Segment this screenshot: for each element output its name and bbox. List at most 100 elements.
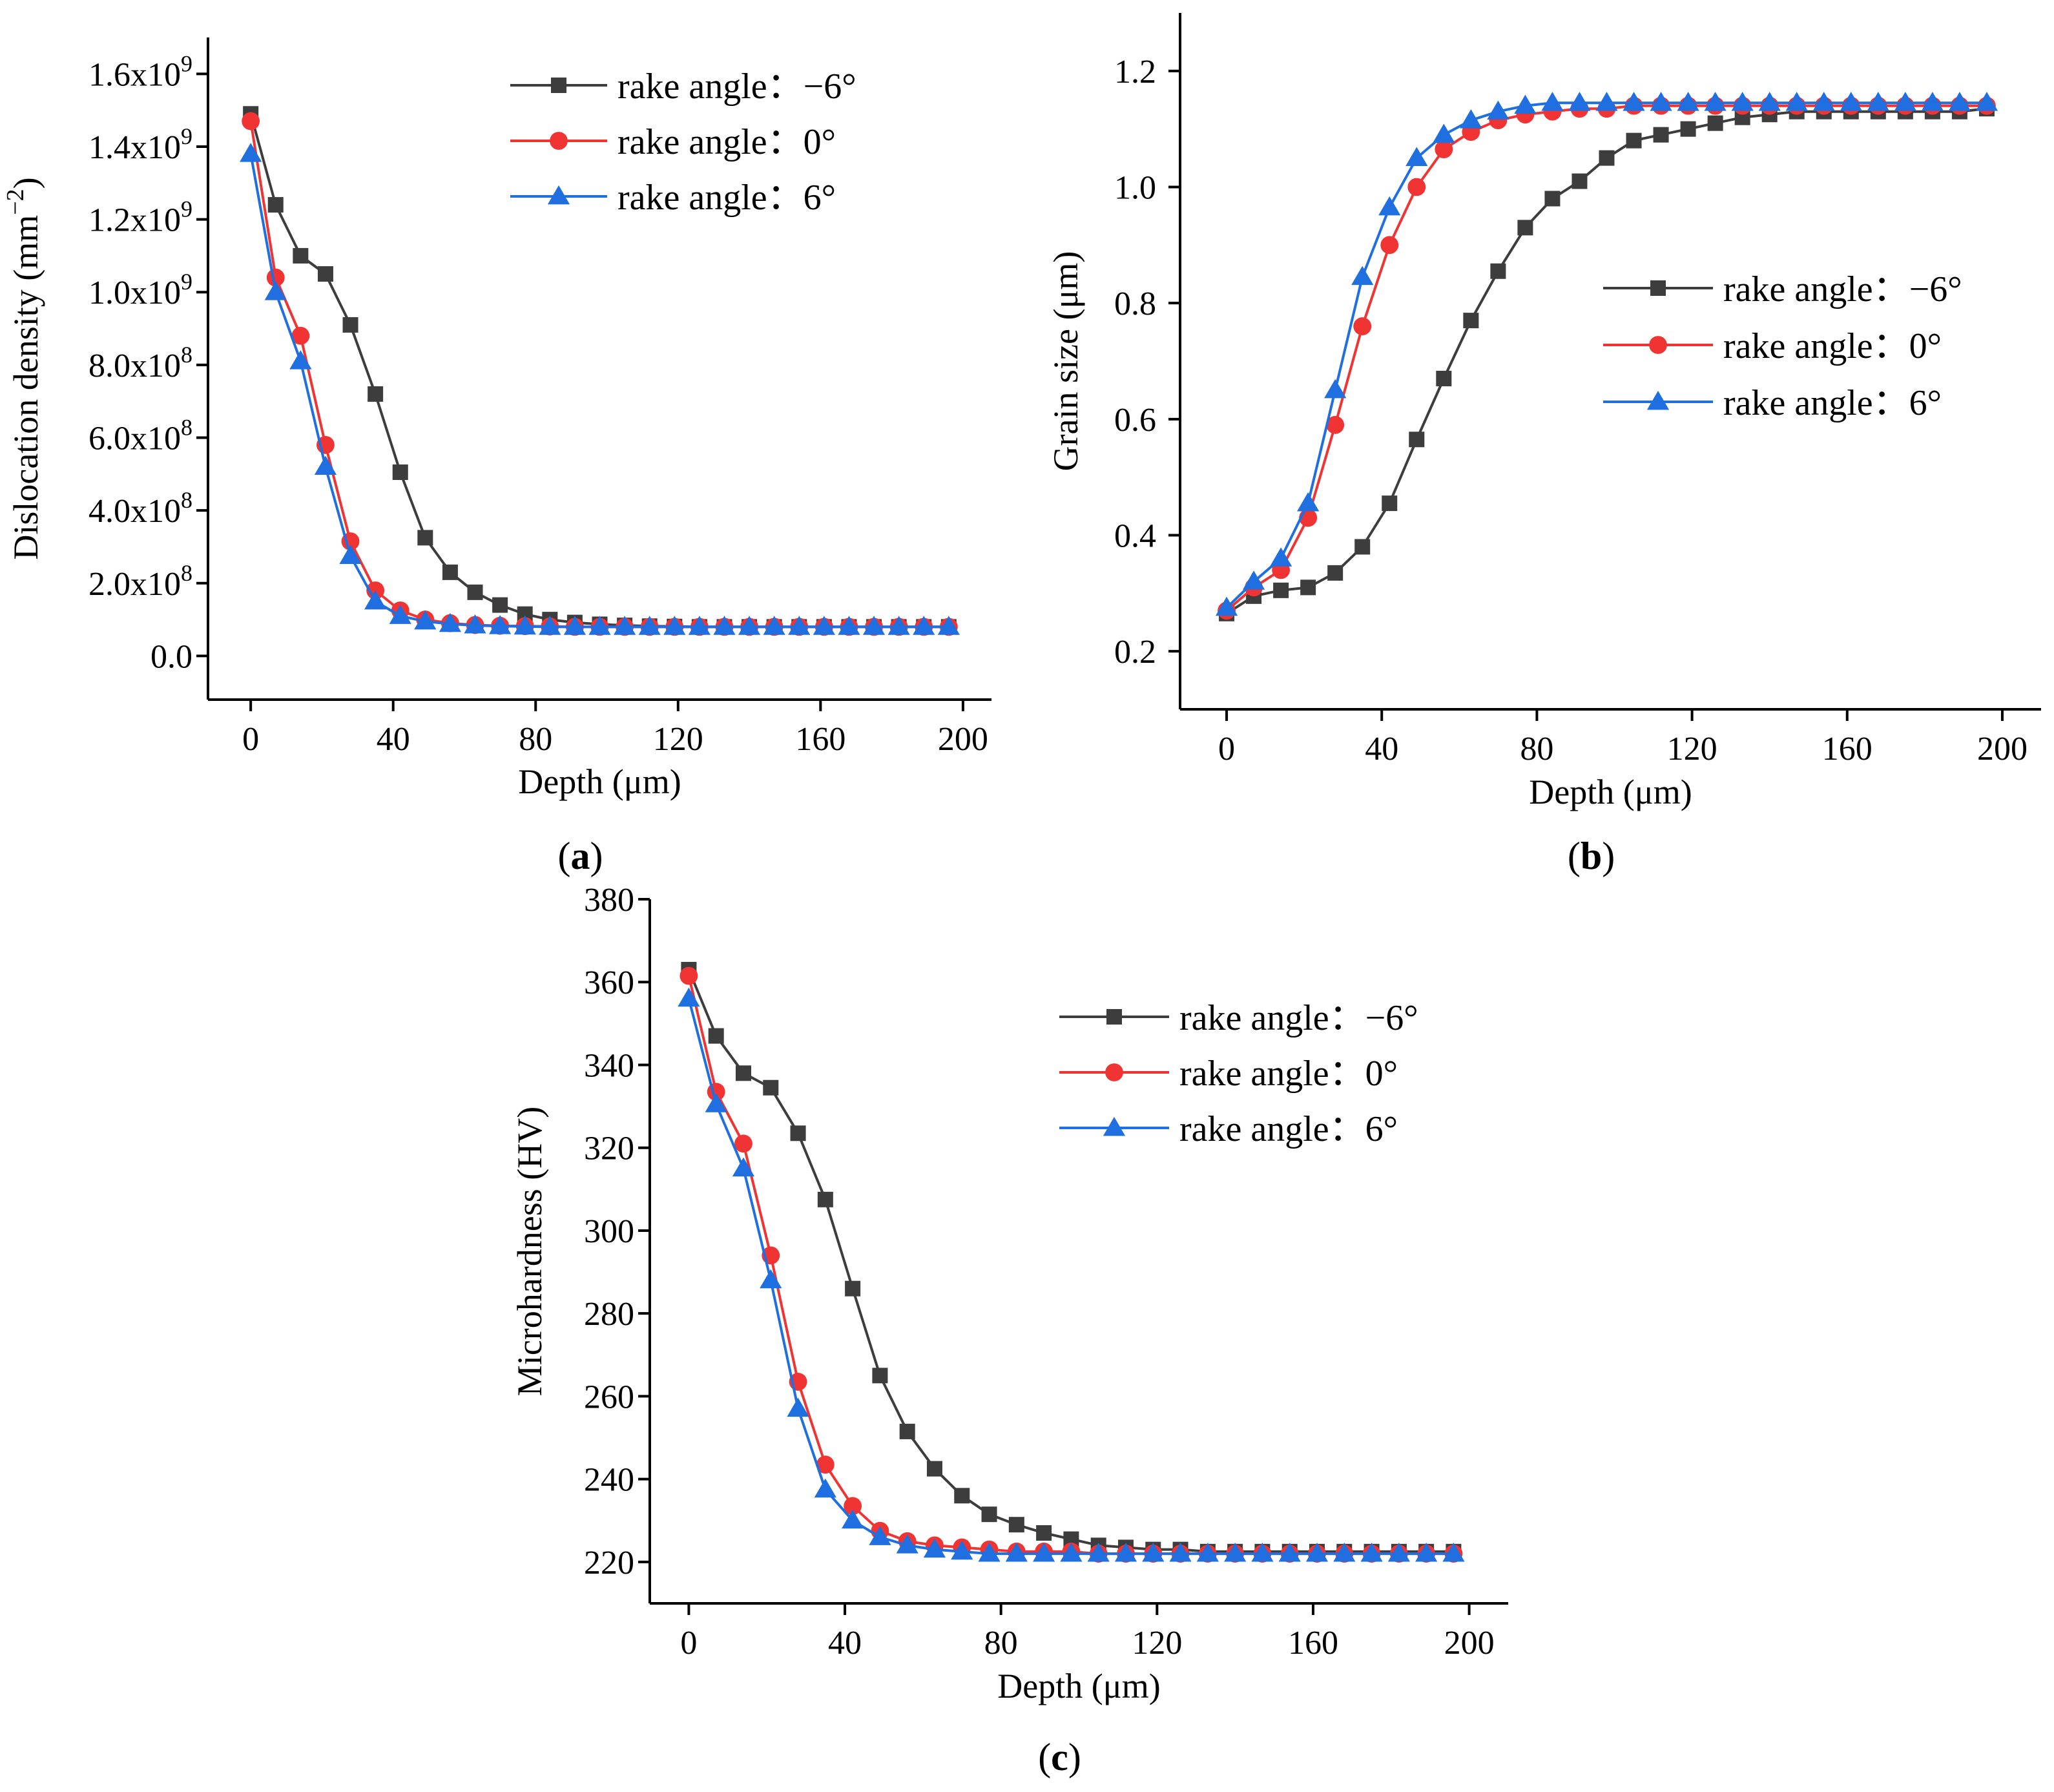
data-point xyxy=(638,616,661,635)
data-point xyxy=(1599,150,1615,166)
data-point xyxy=(1487,100,1509,120)
data-point xyxy=(1436,370,1452,386)
data-point xyxy=(467,584,483,600)
x-tick-label: 0 xyxy=(242,721,259,758)
y-tick-label: 360 xyxy=(584,964,634,1001)
data-point xyxy=(1785,92,1808,111)
data-point xyxy=(845,1280,861,1297)
data-point xyxy=(1324,379,1347,399)
data-point xyxy=(708,1028,724,1044)
data-point xyxy=(926,1461,942,1477)
legend-marker xyxy=(547,185,570,205)
data-point xyxy=(981,1506,997,1523)
panel-label: (c) xyxy=(1038,1736,1081,1778)
data-point xyxy=(392,464,408,481)
data-point xyxy=(539,616,561,635)
y-tick-label: 260 xyxy=(584,1379,634,1415)
data-point xyxy=(732,1157,755,1177)
y-tick-label: 0.4 xyxy=(1114,518,1156,555)
series-pos6 xyxy=(678,987,1465,1562)
data-point xyxy=(734,1134,752,1153)
data-point xyxy=(1415,1542,1438,1562)
panel-a-chart: 0 40 80 120 160 200 0.0 2.0x108 4.0x108 6.0x108 8.… xyxy=(2,37,991,877)
data-point xyxy=(663,616,686,635)
data-point xyxy=(368,386,384,402)
data-point xyxy=(289,350,312,370)
data-point xyxy=(414,610,437,630)
data-point xyxy=(951,1540,973,1560)
series-neg6 xyxy=(1219,101,1995,621)
data-point xyxy=(342,317,358,333)
data-point xyxy=(1087,1542,1110,1562)
x-tick-label: 160 xyxy=(795,721,845,758)
data-point xyxy=(1114,1542,1137,1562)
data-point xyxy=(1948,92,1971,111)
data-point xyxy=(1460,109,1482,129)
x-tick-label: 80 xyxy=(1520,731,1553,767)
data-point xyxy=(896,1534,918,1554)
y-axis-label: Grain size (μm) xyxy=(1046,251,1085,472)
data-point xyxy=(1270,547,1292,567)
legend-marker xyxy=(1106,1009,1122,1025)
data-point xyxy=(1650,92,1672,111)
data-point xyxy=(1169,1542,1192,1562)
data-point xyxy=(1840,92,1862,111)
data-point xyxy=(790,1125,806,1141)
data-point xyxy=(389,605,411,624)
data-point xyxy=(1463,313,1479,329)
data-point xyxy=(1568,92,1591,111)
data-point xyxy=(1921,92,1944,111)
data-point xyxy=(1680,121,1696,137)
data-point xyxy=(1196,1542,1219,1562)
x-tick-label: 200 xyxy=(938,721,988,758)
data-point xyxy=(1442,1542,1465,1562)
data-point xyxy=(1060,1542,1083,1562)
data-point xyxy=(869,1526,891,1545)
data-point xyxy=(1626,132,1642,149)
x-tick-label: 200 xyxy=(1444,1625,1495,1662)
data-point xyxy=(613,616,636,635)
data-point xyxy=(679,966,698,985)
x-tick-label: 0 xyxy=(1218,731,1235,767)
y-tick-label: 1.0 xyxy=(1114,170,1156,207)
data-point xyxy=(1273,582,1289,598)
legend-label: rake angle：−6° xyxy=(1723,269,1962,309)
data-point xyxy=(978,1542,1001,1562)
x-tick-label: 160 xyxy=(1822,731,1872,767)
y-axis-label: Dislocation density (mm−2) xyxy=(2,177,45,559)
data-point xyxy=(688,616,711,635)
data-point xyxy=(713,616,736,635)
data-point xyxy=(1300,579,1316,596)
data-point xyxy=(816,1455,835,1474)
data-point xyxy=(899,1423,915,1439)
legend-marker xyxy=(550,132,568,150)
data-point xyxy=(1360,1542,1383,1562)
data-point xyxy=(1382,495,1398,512)
y-tick-label: 380 xyxy=(584,882,634,919)
data-point xyxy=(1409,432,1425,448)
data-point xyxy=(1407,178,1426,196)
data-point xyxy=(735,1065,751,1081)
data-point xyxy=(1544,191,1561,207)
y-tick-label: 1.4x109 xyxy=(88,123,192,166)
data-point xyxy=(242,112,260,130)
data-point xyxy=(1333,1542,1356,1562)
data-point xyxy=(817,1191,833,1207)
data-point xyxy=(588,616,611,635)
data-point xyxy=(1704,92,1727,111)
legend-label: rake angle：0° xyxy=(1179,1054,1398,1094)
data-point xyxy=(1354,539,1371,555)
y-tick-label: 280 xyxy=(584,1296,634,1333)
legend-marker xyxy=(1646,390,1670,410)
data-point xyxy=(339,545,362,564)
data-point xyxy=(844,1497,862,1516)
data-point xyxy=(1380,236,1399,255)
data-point xyxy=(1731,92,1754,111)
data-point xyxy=(464,614,486,634)
data-point xyxy=(913,616,935,635)
x-tick-label: 40 xyxy=(377,721,410,758)
data-point xyxy=(1406,147,1428,167)
data-point xyxy=(1812,92,1835,111)
x-tick-label: 120 xyxy=(1132,1625,1182,1662)
legend-label: rake angle：0° xyxy=(1723,326,1942,366)
